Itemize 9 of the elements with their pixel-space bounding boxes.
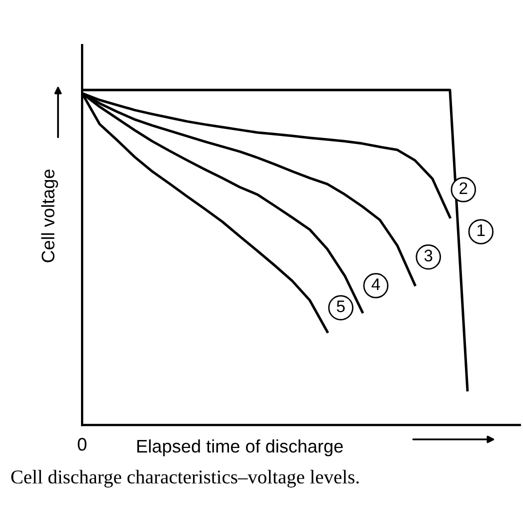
text: 0 <box>78 438 86 451</box>
series-label: 4 <box>372 278 380 290</box>
y-axis-title: Cell voltage <box>41 170 58 262</box>
series-label: 5 <box>336 300 345 312</box>
series-label: 3 <box>424 250 432 262</box>
series-label: 2 <box>460 182 468 194</box>
x-axis-title: Elapsed time of discharge <box>137 439 343 456</box>
series-label: 1 <box>478 224 485 236</box>
text: Cell discharge characteristics–voltage levels. <box>11 470 359 488</box>
